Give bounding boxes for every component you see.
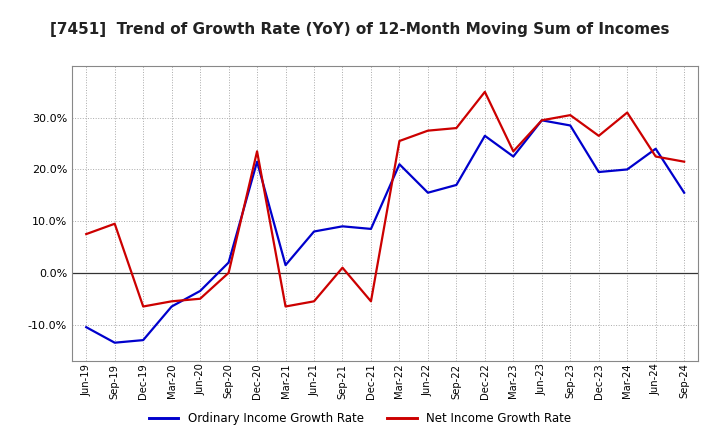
Legend: Ordinary Income Growth Rate, Net Income Growth Rate: Ordinary Income Growth Rate, Net Income …	[144, 407, 576, 430]
Text: [7451]  Trend of Growth Rate (YoY) of 12-Month Moving Sum of Incomes: [7451] Trend of Growth Rate (YoY) of 12-…	[50, 22, 670, 37]
